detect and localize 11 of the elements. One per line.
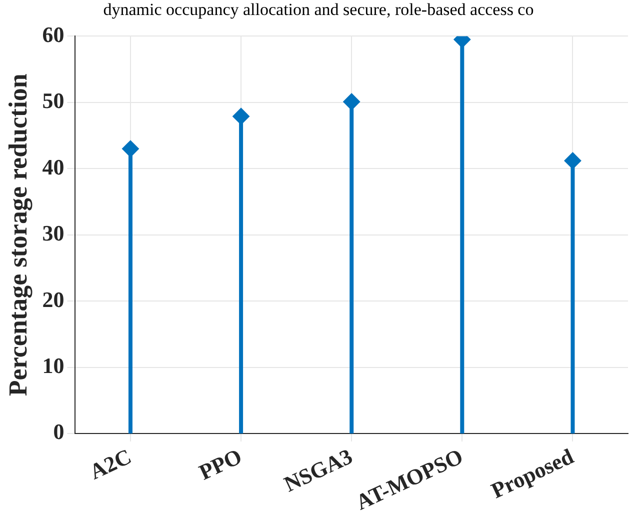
y-tick-label: 20: [42, 286, 64, 312]
chart-title: dynamic occupancy allocation and secure, role-based access co: [102, 0, 535, 20]
y-tick-label: 40: [42, 154, 64, 180]
y-tick-label: 0: [53, 419, 64, 444]
y-tick-label: 60: [42, 22, 64, 47]
y-tick-label: 10: [42, 352, 64, 378]
y-tick-label: 30: [42, 220, 64, 246]
y-axis-title: Percentage storage reduction: [3, 73, 32, 396]
x-tick-label: A2C: [86, 444, 135, 484]
y-tick-label: 50: [42, 88, 64, 114]
x-tick-label: PPO: [195, 444, 246, 485]
